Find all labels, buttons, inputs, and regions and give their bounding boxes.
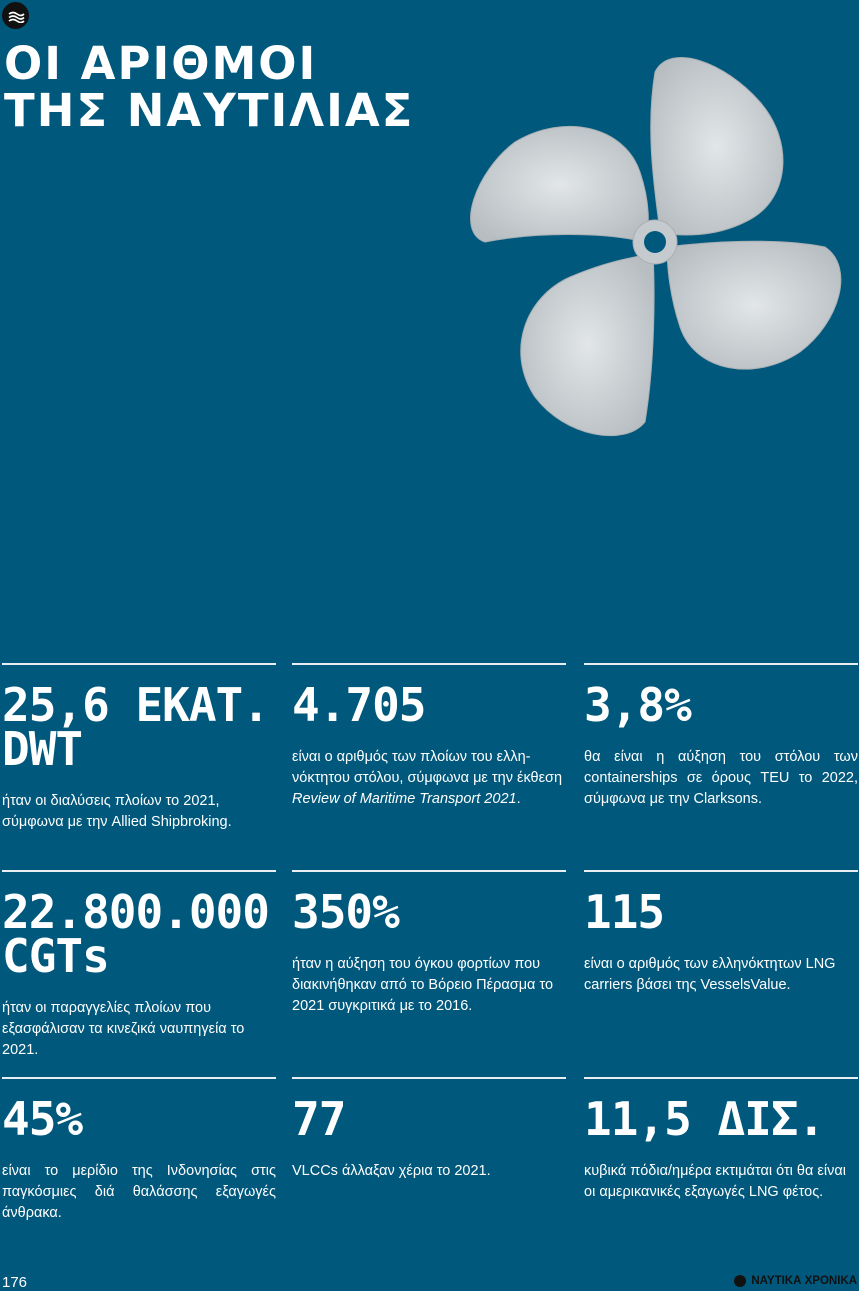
propeller-blade-bottom: [520, 253, 655, 437]
stat-card-vlccs: 77 VLCCs άλλαξαν χέρια το 2021.: [292, 1077, 566, 1182]
title-line-1: ΟΙ ΑΡΙΘΜΟΙ: [4, 37, 318, 90]
publication-brand: ΝΑΥΤΙΚΑ ΧΡΟΝΙΚΑ: [734, 1275, 857, 1287]
stat-description-text: είναι ο αριθμός των πλοίων του ελλη-νόκτ…: [292, 749, 563, 786]
title-line-2: ΤΗΣ ΝΑΥΤΙΛΙΑΣ: [4, 84, 415, 137]
divider: [292, 663, 566, 665]
stat-card-us-lng-exports: 11,5 ΔΙΣ. κυβικά πόδια/ημέρα εκτιμάται ό…: [584, 1077, 858, 1203]
propeller-blade-top-right: [650, 57, 784, 236]
divider: [584, 663, 858, 665]
divider: [584, 1077, 858, 1079]
stat-value: 11,5 ΔΙΣ.: [584, 1092, 825, 1146]
stat-description: VLCCs άλλαξαν χέρια το 2021.: [292, 1163, 491, 1179]
stat-card-northern-passage: 350% ήταν η αύξηση του όγκου φορτίων που…: [292, 870, 566, 1017]
waves-logo-icon: [2, 2, 29, 29]
report-title: Review of Maritime Transport 2021: [292, 791, 517, 807]
page-number: 176: [2, 1274, 28, 1291]
stat-value: 3,8%: [584, 678, 692, 732]
stat-card-chinese-orders: 22.800.000 CGTs ήταν οι παραγγελίες πλοί…: [2, 870, 276, 1061]
stat-description: θα είναι η αύξηση του στόλου των contain…: [584, 749, 858, 807]
stat-card-containerships: 3,8% θα είναι η αύξηση του στόλου των co…: [584, 663, 858, 810]
stat-description-end: .: [516, 791, 521, 807]
divider: [584, 870, 858, 872]
stat-value: 115: [584, 885, 665, 939]
brand-name: ΝΑΥΤΙΚΑ ΧΡΟΝΙΚΑ: [751, 1275, 857, 1287]
stat-description: είναι ο αριθμός των πλοίων του ελλη-νόκτ…: [292, 747, 566, 810]
stat-description: είναι το μερίδιο της Ινδονησίας στις παγ…: [2, 1163, 276, 1221]
stat-card-indonesia-coal: 45% είναι το μερίδιο της Ινδονησίας στις…: [2, 1077, 276, 1224]
stat-card-greek-fleet: 4.705 είναι ο αριθμός των πλοίων του ελλ…: [292, 663, 566, 810]
propeller-blade-right: [666, 240, 842, 370]
ship-propeller-icon: [470, 57, 842, 437]
stat-value: 4.705: [292, 678, 426, 732]
stat-value: 22.800.000 CGTs: [2, 885, 270, 983]
divider: [292, 870, 566, 872]
stat-description: ήταν οι διαλύσεις πλοίων το 2021, σύμφων…: [2, 793, 232, 830]
stat-value: 350%: [292, 885, 400, 939]
stat-card-scrapping: 25,6 ΕΚΑΤ. DWT ήταν οι διαλύσεις πλοίων …: [2, 663, 276, 833]
stat-card-lng-carriers: 115 είναι ο αριθμός των ελληνόκτητων LNG…: [584, 870, 858, 996]
stat-description: ήταν η αύξηση του όγκου φορτίων που διακ…: [292, 956, 554, 1014]
page-title: ΟΙ ΑΡΙΘΜΟΙ ΤΗΣ ΝΑΥΤΙΛΙΑΣ: [4, 40, 414, 134]
stat-description: είναι ο αριθμός των ελληνόκτητων LNG car…: [584, 956, 836, 993]
divider: [2, 1077, 276, 1079]
stat-value: 25,6 ΕΚΑΤ. DWT: [2, 678, 270, 776]
stat-description: κυβικά πόδια/ημέρα εκτιμάται ότι θα είνα…: [584, 1163, 846, 1200]
propeller-blade-top-left: [470, 126, 649, 243]
brand-logo-icon: [734, 1275, 747, 1287]
stat-value: 45%: [2, 1092, 83, 1146]
stat-description: ήταν οι παραγγελίες πλοίων που εξασφάλισ…: [2, 1000, 245, 1058]
divider: [292, 1077, 566, 1079]
divider: [2, 870, 276, 872]
divider: [2, 663, 276, 665]
stat-value: 77: [292, 1092, 346, 1146]
